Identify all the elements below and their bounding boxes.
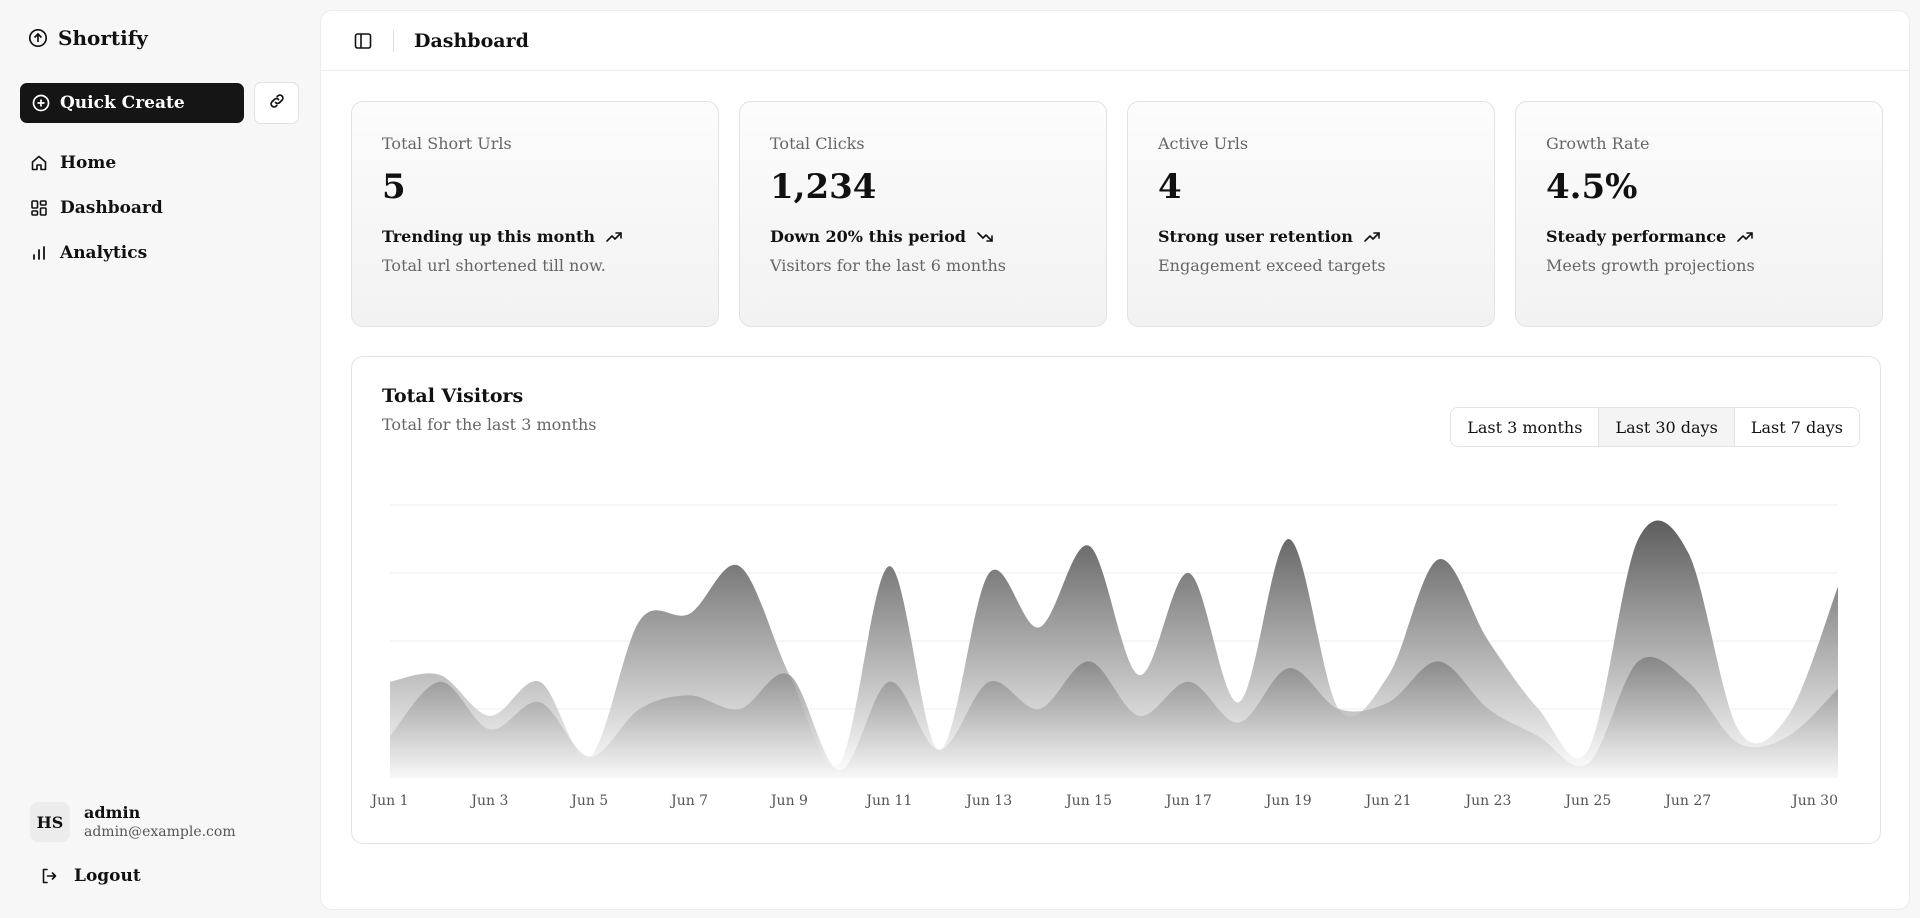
avatar: HS bbox=[30, 802, 70, 842]
card-trend: Strong user retention bbox=[1158, 227, 1464, 246]
stat-card-total-clicks: Total Clicks 1,234 Down 20% this period … bbox=[739, 101, 1107, 327]
x-tick-label: Jun 27 bbox=[1663, 793, 1711, 809]
stat-card-active-urls: Active Urls 4 Strong user retention Enga… bbox=[1127, 101, 1495, 327]
range-last-30-days[interactable]: Last 30 days bbox=[1599, 408, 1735, 446]
logout-icon bbox=[40, 867, 58, 885]
upload-circle-icon bbox=[28, 28, 48, 48]
link-button[interactable] bbox=[254, 82, 299, 124]
trending-up-icon bbox=[1363, 228, 1381, 246]
card-subtext: Engagement exceed targets bbox=[1158, 256, 1386, 275]
sidebar-toggle-icon[interactable] bbox=[353, 31, 373, 51]
user-name: admin bbox=[84, 803, 141, 822]
user-profile[interactable]: HS admin admin@example.com bbox=[30, 802, 236, 842]
card-value: 1,234 bbox=[770, 167, 877, 207]
stat-cards: Total Short Urls 5 Trending up this mont… bbox=[351, 101, 1883, 327]
card-trend: Trending up this month bbox=[382, 227, 688, 246]
stat-card-total-short-urls: Total Short Urls 5 Trending up this mont… bbox=[351, 101, 719, 327]
x-tick-label: Jun 19 bbox=[1264, 793, 1312, 809]
page-title: Dashboard bbox=[414, 29, 529, 52]
card-trend-text: Down 20% this period bbox=[770, 227, 966, 246]
card-label: Total Clicks bbox=[770, 134, 865, 153]
topbar: Dashboard bbox=[321, 11, 1909, 71]
range-last-7-days[interactable]: Last 7 days bbox=[1734, 408, 1859, 446]
logout-label: Logout bbox=[74, 866, 141, 886]
trending-up-icon bbox=[605, 228, 623, 246]
x-tick-label: Jun 21 bbox=[1364, 793, 1412, 809]
visitors-area-chart: Jun 1 Jun 3 Jun 5 Jun 7 Jun 9 Jun 11 Jun 13 Jun… bbox=[369, 504, 1838, 809]
card-trend-text: Steady performance bbox=[1546, 227, 1727, 246]
brand[interactable]: Shortify bbox=[28, 26, 148, 50]
stat-card-growth-rate: Growth Rate 4.5% Steady performance Meet… bbox=[1515, 101, 1883, 327]
card-trend: Down 20% this period bbox=[770, 227, 1076, 246]
sidebar-item-dashboard[interactable]: Dashboard bbox=[30, 185, 290, 230]
plus-circle-icon bbox=[32, 94, 50, 112]
brand-name: Shortify bbox=[58, 26, 148, 50]
user-email: admin@example.com bbox=[84, 824, 236, 840]
home-icon bbox=[30, 154, 48, 172]
x-tick-label: Jun 25 bbox=[1563, 793, 1611, 809]
card-trend-text: Strong user retention bbox=[1158, 227, 1353, 246]
main-panel: Dashboard Total Short Urls 5 Trending up… bbox=[320, 10, 1910, 910]
card-subtext: Total url shortened till now. bbox=[382, 256, 606, 275]
card-label: Growth Rate bbox=[1546, 134, 1650, 153]
card-label: Active Urls bbox=[1158, 134, 1249, 153]
x-tick-label: Jun 13 bbox=[964, 793, 1012, 809]
x-tick-label: Jun 3 bbox=[469, 793, 508, 809]
link-icon bbox=[268, 92, 286, 114]
quick-create-label: Quick Create bbox=[60, 93, 185, 113]
area-series-2 bbox=[390, 656, 1838, 777]
card-value: 4.5% bbox=[1546, 167, 1638, 207]
sidebar-nav: Home Dashboard Analytics bbox=[30, 140, 290, 275]
trending-down-icon bbox=[976, 228, 994, 246]
x-tick-label: Jun 17 bbox=[1164, 793, 1212, 809]
x-tick-label: Jun 30 bbox=[1790, 793, 1838, 809]
card-value: 5 bbox=[382, 167, 406, 207]
visitors-chart-card: Jun 1 Jun 3 Jun 5 Jun 7 Jun 9 Jun 11 Jun 13 Jun… bbox=[351, 356, 1881, 844]
card-label: Total Short Urls bbox=[382, 134, 512, 153]
card-value: 4 bbox=[1158, 167, 1182, 207]
bar-chart-icon bbox=[30, 244, 48, 262]
x-tick-label: Jun 1 bbox=[369, 793, 408, 809]
chart-subtitle: Total for the last 3 months bbox=[382, 415, 597, 434]
x-tick-label: Jun 5 bbox=[569, 793, 608, 809]
x-tick-label: Jun 23 bbox=[1464, 793, 1512, 809]
sidebar: Shortify Quick Create Home Dashboard bbox=[0, 0, 320, 918]
x-tick-label: Jun 9 bbox=[769, 793, 808, 809]
range-toggle-group: Last 3 months Last 30 days Last 7 days bbox=[1450, 407, 1860, 447]
x-tick-label: Jun 11 bbox=[864, 793, 912, 809]
dashboard-icon bbox=[30, 199, 48, 217]
sidebar-item-analytics[interactable]: Analytics bbox=[30, 230, 290, 275]
card-subtext: Meets growth projections bbox=[1546, 256, 1755, 275]
logout-button[interactable]: Logout bbox=[40, 866, 141, 886]
card-trend: Steady performance bbox=[1546, 227, 1852, 246]
sidebar-item-label: Home bbox=[60, 152, 117, 173]
x-tick-label: Jun 7 bbox=[669, 793, 708, 809]
sidebar-item-home[interactable]: Home bbox=[30, 140, 290, 185]
sidebar-item-label: Dashboard bbox=[60, 197, 163, 218]
range-last-3-months[interactable]: Last 3 months bbox=[1451, 408, 1600, 446]
card-subtext: Visitors for the last 6 months bbox=[770, 256, 1007, 275]
trending-up-icon bbox=[1736, 228, 1754, 246]
divider bbox=[393, 29, 394, 52]
sidebar-item-label: Analytics bbox=[60, 242, 148, 263]
chart-title: Total Visitors bbox=[382, 385, 524, 407]
card-trend-text: Trending up this month bbox=[382, 227, 595, 246]
quick-create-button[interactable]: Quick Create bbox=[20, 83, 244, 123]
x-tick-label: Jun 15 bbox=[1064, 793, 1112, 809]
